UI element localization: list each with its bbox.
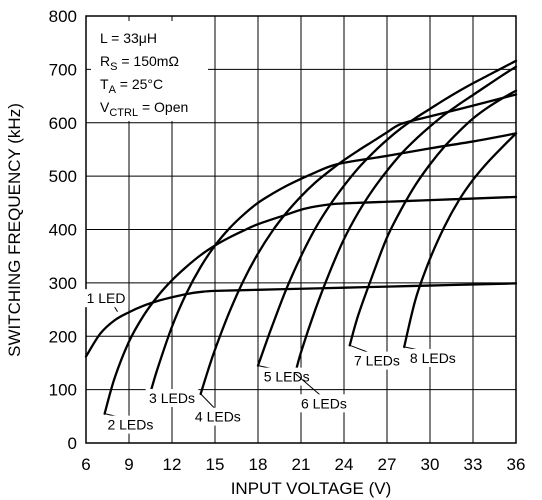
x-tick-label: 36 xyxy=(507,455,526,474)
y-tick-label: 600 xyxy=(49,114,77,133)
x-axis-ticks: 6 9 12 15 18 21 24 27 30 33 36 xyxy=(81,455,525,474)
condition-text: TA = 25°C xyxy=(100,76,163,96)
series-label: 8 LEDs xyxy=(410,350,456,366)
x-tick-label: 27 xyxy=(378,455,397,474)
label-background xyxy=(145,388,199,407)
y-tick-label: 200 xyxy=(49,327,77,346)
series-line-2 xyxy=(103,195,518,415)
condition-text: VCTRL = Open xyxy=(100,99,188,119)
series-lines xyxy=(84,59,518,415)
label-background xyxy=(350,351,404,370)
x-tick-label: 18 xyxy=(249,455,268,474)
y-axis-ticks: 0 100 200 300 400 500 600 700 800 xyxy=(49,7,77,453)
series-label: 7 LEDs xyxy=(354,353,400,369)
series-label: 6 LEDs xyxy=(301,395,347,411)
series-label: 1 LED xyxy=(87,290,126,306)
y-tick-label: 100 xyxy=(49,381,77,400)
x-tick-label: 21 xyxy=(292,455,311,474)
label-background xyxy=(406,348,460,367)
grid xyxy=(85,15,517,444)
x-tick-label: 6 xyxy=(81,455,90,474)
conditions-box: L = 33μH RS = 150mΩ TA = 25°C VCTRL = Open xyxy=(91,21,208,121)
series-line-6 xyxy=(294,65,518,375)
x-tick-label: 9 xyxy=(124,455,133,474)
series-line-8 xyxy=(403,132,518,349)
series-label: 3 LEDs xyxy=(149,390,195,406)
series-label: 2 LEDs xyxy=(107,417,153,433)
series-line-1 xyxy=(84,282,518,358)
series-line-5 xyxy=(256,59,518,367)
label-leader-line xyxy=(294,373,325,399)
condition-text: L = 33μH xyxy=(100,30,157,46)
label-background xyxy=(260,367,314,386)
plot-frame xyxy=(85,15,517,444)
x-axis-title: INPUT VOLTAGE (V) xyxy=(231,479,392,498)
y-axis-title: SWITCHING FREQUENCY (kHz) xyxy=(5,103,24,357)
x-tick-label: 24 xyxy=(335,455,354,474)
series-line-4 xyxy=(199,93,518,396)
series-label: 5 LEDs xyxy=(264,369,310,385)
x-tick-label: 33 xyxy=(464,455,483,474)
x-tick-label: 15 xyxy=(206,455,225,474)
conditions-background xyxy=(91,21,208,121)
x-tick-label: 12 xyxy=(163,455,182,474)
series-label: 4 LEDs xyxy=(195,409,241,425)
y-tick-label: 300 xyxy=(49,274,77,293)
y-tick-label: 800 xyxy=(49,7,77,26)
y-tick-label: 500 xyxy=(49,167,77,186)
condition-text: RS = 150mΩ xyxy=(100,53,179,73)
label-background xyxy=(297,394,351,413)
label-background xyxy=(104,415,157,434)
y-tick-label: 400 xyxy=(49,221,77,240)
x-tick-label: 30 xyxy=(421,455,440,474)
series-line-7 xyxy=(348,89,518,347)
y-tick-label: 0 xyxy=(68,434,77,453)
y-tick-label: 700 xyxy=(49,60,77,79)
label-background xyxy=(191,407,245,426)
series-line-3 xyxy=(149,132,518,394)
label-background xyxy=(83,289,129,308)
